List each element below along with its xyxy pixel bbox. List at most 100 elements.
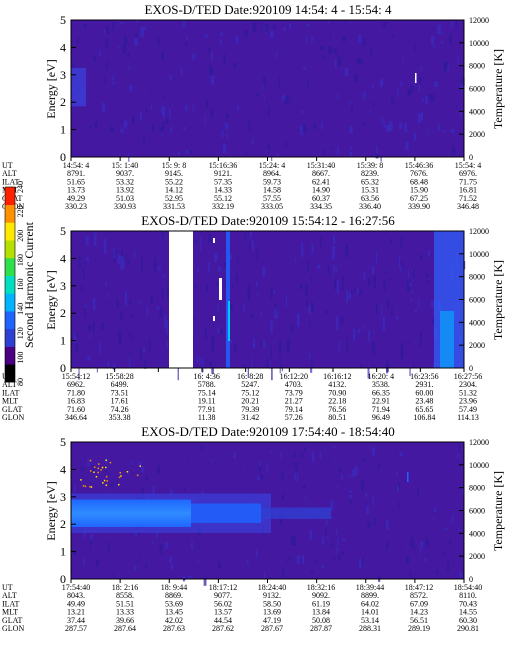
ephemeris-row-label: MLT [2, 608, 18, 617]
ephemeris-value: 14:54: 4 [63, 161, 89, 170]
intensity-cell [118, 476, 121, 479]
intensity-cell [76, 37, 79, 44]
intensity-cell [131, 462, 133, 465]
intensity-cell [401, 546, 403, 550]
intensity-cell [358, 57, 363, 65]
intensity-cell [428, 93, 432, 98]
intensity-cell [169, 75, 172, 80]
intensity-cell [397, 88, 399, 98]
intensity-cell [112, 22, 114, 31]
intensity-cell [261, 507, 331, 519]
intensity-cell [431, 319, 435, 324]
intensity-cell [303, 67, 306, 70]
intensity-cell [136, 474, 139, 477]
intensity-cell [243, 303, 245, 314]
ephemeris-value: 61.19 [312, 599, 330, 608]
ephemeris-value: 71.80 [67, 388, 85, 397]
intensity-cell [210, 110, 214, 119]
intensity-cell [81, 286, 84, 291]
ephemeris-value: 57.55 [263, 194, 281, 203]
intensity-cell [375, 152, 379, 159]
intensity-cell [270, 288, 273, 300]
intensity-cell [177, 151, 181, 155]
intensity-cell [165, 119, 169, 125]
panel-3-marks [71, 443, 465, 586]
ytick-right-label: 2000 [469, 341, 485, 350]
intensity-cell [449, 34, 452, 44]
intensity-cell [311, 36, 313, 43]
ephemeris-value: 336.40 [359, 202, 381, 211]
ephemeris-row-label: GLAT [2, 405, 23, 414]
intensity-cell [336, 550, 338, 553]
intensity-cell [425, 273, 429, 278]
intensity-cell [87, 324, 91, 332]
ephemeris-value: 6962. [67, 380, 85, 389]
panel-3-title: EXOS-D/TED Date:920109 17:54:40 - 18:54:… [141, 424, 394, 439]
intensity-cell [336, 547, 338, 551]
intensity-cell [127, 53, 130, 58]
intensity-cell [421, 112, 424, 120]
intensity-cell [119, 472, 121, 474]
panel-3-ylabel: Energy [eV] [44, 481, 58, 540]
intensity-cell [266, 359, 269, 368]
ephemeris-value: 67.25 [410, 194, 428, 203]
intensity-cell [168, 86, 170, 90]
colorbar-tick-label: 180 [16, 254, 25, 266]
intensity-cell [92, 298, 96, 311]
intensity-cell [380, 155, 382, 162]
ephemeris-value: 334.35 [310, 202, 332, 211]
intensity-cell [195, 285, 197, 289]
intensity-cell [120, 256, 124, 270]
intensity-cell [81, 466, 84, 471]
ephemeris-value: 331.53 [163, 202, 185, 211]
intensity-cell [140, 555, 142, 560]
intensity-cell [226, 133, 228, 139]
intensity-cell [455, 20, 458, 28]
intensity-cell [245, 150, 248, 157]
intensity-cell [410, 298, 412, 302]
intensity-cell [71, 63, 74, 72]
intensity-cell [249, 243, 251, 249]
ephemeris-value: 96.49 [372, 413, 390, 422]
intensity-cell [445, 528, 448, 531]
intensity-cell [371, 85, 375, 88]
ephemeris-value: 9121. [214, 169, 232, 178]
intensity-cell [437, 24, 441, 35]
ytick-right-label: 8000 [469, 62, 485, 71]
intensity-cell [106, 26, 109, 34]
intensity-cell [129, 299, 131, 305]
intensity-cell [97, 471, 99, 474]
intensity-cell [301, 555, 304, 564]
data-gap [169, 231, 193, 368]
ephemeris-value: 14.90 [312, 186, 330, 195]
intensity-cell [307, 260, 310, 272]
colorbar-swatch [5, 187, 15, 206]
colorbar-tick-label: 160 [16, 279, 25, 291]
intensity-cell [247, 366, 249, 378]
intensity-cell [119, 22, 124, 25]
ephemeris-value: 53.14 [361, 616, 379, 625]
intensity-cell [305, 284, 308, 296]
intensity-cell [78, 254, 81, 268]
intensity-cell [106, 293, 108, 298]
intensity-cell [425, 95, 428, 104]
intensity-cell [224, 122, 229, 129]
intensity-cell [221, 128, 224, 139]
intensity-cell [107, 38, 109, 47]
intensity-cell [407, 472, 409, 482]
intensity-cell [386, 362, 389, 373]
intensity-cell [210, 51, 213, 60]
intensity-cell [80, 479, 82, 481]
intensity-cell [224, 278, 227, 287]
ephemeris-value: 8558. [116, 591, 134, 600]
intensity-cell [407, 89, 411, 95]
ephemeris-value: 19.11 [198, 397, 216, 406]
intensity-cell [430, 94, 435, 102]
intensity-cell [385, 520, 389, 530]
ytick-label: 4 [60, 251, 66, 265]
ytick-label: 5 [60, 224, 66, 238]
intensity-cell [269, 362, 271, 369]
intensity-cell [420, 67, 422, 72]
intensity-cell [203, 576, 207, 586]
